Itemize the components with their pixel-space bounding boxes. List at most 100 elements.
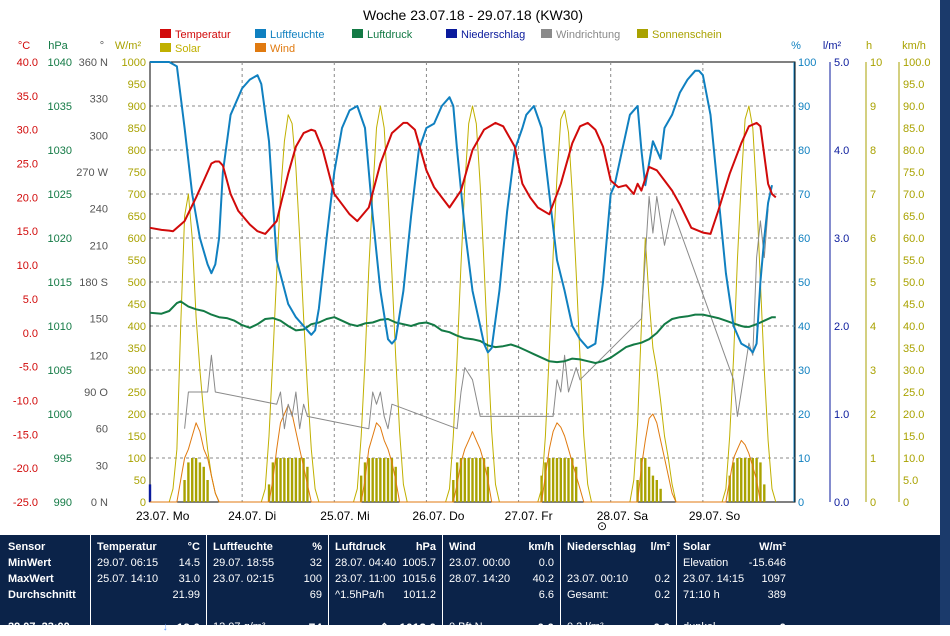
legend-swatch bbox=[255, 29, 266, 38]
axis-tick-label: 650 bbox=[128, 211, 146, 223]
legend-label: Windrichtung bbox=[556, 29, 620, 41]
axis-tick-label: 3.0 bbox=[834, 233, 849, 245]
x-axis-labels: 23.07. Mo 24.07. Di 25.07. Mi 26.07. Do 27.0… bbox=[136, 509, 741, 523]
axis-tick-label: 95.0 bbox=[903, 79, 924, 91]
bar-sonnenschein bbox=[267, 484, 271, 502]
stats-label: 23.07. 14:15 bbox=[683, 573, 745, 585]
section-unit: % bbox=[312, 541, 322, 553]
axis-tick-label: -20.0 bbox=[13, 463, 38, 475]
bar-sonnenschein bbox=[386, 458, 390, 502]
section-title: Niederschlag bbox=[567, 541, 637, 553]
stats-value: 1005.7 bbox=[402, 557, 436, 569]
legend: Temperatur Luftfeuchte Luftdruck Niederschl… bbox=[160, 29, 722, 55]
stats-label: dunkel bbox=[683, 621, 716, 633]
axis-tick-label: 0.0 bbox=[834, 497, 849, 509]
axis-tick-label: 150 bbox=[90, 314, 108, 326]
bar-sonnenschein bbox=[571, 458, 574, 502]
axis-tick-label: 200 bbox=[128, 409, 146, 421]
axis-tick-label: 90 O bbox=[84, 387, 108, 399]
bar-sonnenschein bbox=[359, 475, 363, 502]
stats-value: 0.2 bbox=[654, 573, 670, 585]
axis-tick-label: 600 bbox=[128, 233, 146, 245]
axis-tick-label: 100.0 bbox=[903, 57, 931, 69]
axis-tick-label: 9 bbox=[870, 101, 876, 113]
axis-tick-label: 90.0 bbox=[903, 101, 924, 113]
axis-tick-label: 50 bbox=[798, 277, 810, 289]
axis-tick-label: 25.0 bbox=[903, 387, 924, 399]
axis-tick-label: 80.0 bbox=[903, 145, 924, 157]
axis-tick-label: 1035 bbox=[48, 101, 72, 113]
legend-label: Sonnenschein bbox=[652, 29, 722, 41]
axis-tick-label: 20 bbox=[798, 409, 810, 421]
stats-value: 100 bbox=[303, 573, 322, 585]
axis-tick-label: 55.0 bbox=[903, 255, 924, 267]
bar-sonnenschein bbox=[187, 462, 190, 502]
bar-sonnenschein bbox=[275, 458, 278, 502]
axis-tick-label: 350 bbox=[128, 343, 146, 355]
stats-value: 1015.6 bbox=[402, 573, 436, 585]
axis-tick-label: 10 bbox=[870, 57, 882, 69]
bar-sonnenschein bbox=[287, 458, 290, 502]
stats-section: Sensor MinWert MaxWert Durchschnitt 29.07. 2… bbox=[2, 535, 90, 633]
stats-label: ^1.5hPa/h bbox=[335, 589, 385, 601]
series bbox=[148, 61, 777, 503]
stats-label: 29.07. 23:00 bbox=[8, 621, 70, 633]
axis-tick-label: 750 bbox=[128, 167, 146, 179]
bar-sonnenschein bbox=[555, 458, 559, 502]
axis-tick-label: 1020 bbox=[48, 233, 72, 245]
bar-sonnenschein bbox=[298, 458, 301, 502]
x-tick-label: 23.07. Mo bbox=[136, 509, 190, 523]
bar-sonnenschein bbox=[655, 480, 658, 502]
series-line-luftdruck bbox=[149, 300, 776, 364]
axis-tick-label: 10.0 bbox=[903, 453, 924, 465]
axis-tick-label: 5.0 bbox=[834, 57, 849, 69]
section-title: Sensor bbox=[8, 541, 46, 553]
axis-tick-label: 5 bbox=[870, 277, 876, 289]
bar-sonnenschein bbox=[563, 458, 566, 502]
time-marker-icon[interactable]: ⊙ bbox=[597, 519, 607, 533]
axis-unit-label: l/m² bbox=[823, 40, 842, 52]
bar-sonnenschein bbox=[640, 458, 643, 502]
axis-tick-label: -25.0 bbox=[13, 497, 38, 509]
bar-sonnenschein bbox=[375, 458, 378, 502]
stats-label: 23.07. 02:15 bbox=[213, 573, 275, 585]
axis-tick-label: 400 bbox=[128, 321, 146, 333]
axis-tick-label: 80 bbox=[798, 145, 810, 157]
axis-tick-label: 50 bbox=[134, 475, 146, 487]
bar-sonnenschein bbox=[202, 466, 205, 502]
stats-table: Sensor MinWert MaxWert Durchschnitt 29.07. 2… bbox=[0, 535, 950, 635]
axis-tick-label: 30 bbox=[96, 460, 108, 472]
bar-niederschlag bbox=[148, 484, 152, 502]
axis-tick-label: 0 N bbox=[91, 497, 108, 509]
stats-section: Luftdruck hPa 28.07. 04:40 1005.7 23.07. 11:… bbox=[328, 535, 442, 635]
stats-label: 23.07. 11:00 bbox=[335, 573, 396, 585]
axis-tick-label: 270 W bbox=[76, 167, 108, 179]
axis-unit-label: °C bbox=[18, 40, 30, 52]
axis-tick-label: 1005 bbox=[48, 365, 72, 377]
weather-chart: Woche 23.07.18 - 29.07.18 (KW30) Tempera… bbox=[12, 7, 931, 533]
axis-tick-label: 3 bbox=[870, 365, 876, 377]
stats-label: 29.07. 18:55 bbox=[213, 557, 275, 569]
bar-sonnenschein bbox=[574, 466, 578, 502]
legend-swatch bbox=[160, 29, 171, 38]
bar-sonnenschein bbox=[452, 480, 455, 502]
trend-arrow-icon: ⇑ bbox=[379, 622, 389, 634]
axis-tick-label: 40 bbox=[798, 321, 810, 333]
stats-value: 0.2 bbox=[654, 589, 670, 601]
stats-label: 28.07. 14:20 bbox=[449, 573, 511, 585]
axis-unit-label: % bbox=[791, 40, 801, 52]
axis-tick-label: 7 bbox=[870, 189, 876, 201]
section-unit: km/h bbox=[528, 541, 554, 553]
bar-sonnenschein bbox=[736, 458, 739, 502]
series-line-wind bbox=[150, 404, 761, 503]
axis-unit-label: ° bbox=[100, 40, 104, 52]
x-tick-label: 24.07. Di bbox=[228, 509, 276, 523]
bar-sonnenschein bbox=[728, 475, 731, 502]
stats-value: 14.5 bbox=[178, 557, 200, 569]
axis-tick-label: 240 bbox=[90, 204, 108, 216]
stats-label: Durchschnitt bbox=[8, 589, 76, 601]
axis-tick-label: 85.0 bbox=[903, 123, 924, 135]
axis-tick-label: 15.0 bbox=[903, 431, 924, 443]
legend-swatch bbox=[446, 29, 457, 38]
axis-tick-label: 0 bbox=[798, 497, 804, 509]
